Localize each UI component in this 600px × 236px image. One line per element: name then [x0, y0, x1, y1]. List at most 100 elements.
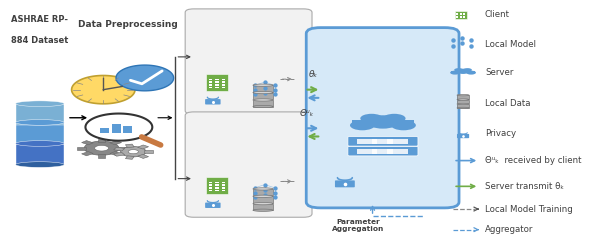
Bar	[215, 184, 218, 186]
Bar	[222, 181, 225, 183]
FancyBboxPatch shape	[185, 112, 312, 217]
Polygon shape	[253, 100, 273, 106]
Bar	[209, 190, 212, 191]
Polygon shape	[457, 95, 469, 99]
Circle shape	[463, 68, 472, 72]
Polygon shape	[253, 196, 273, 203]
Polygon shape	[71, 76, 135, 104]
Bar	[222, 187, 225, 189]
Polygon shape	[253, 93, 273, 99]
Bar	[463, 14, 465, 15]
Bar	[215, 87, 218, 88]
Polygon shape	[110, 152, 122, 156]
Polygon shape	[95, 145, 109, 151]
Circle shape	[450, 71, 460, 75]
Text: Parameter
Aggregation: Parameter Aggregation	[332, 219, 384, 232]
Circle shape	[457, 69, 470, 74]
Polygon shape	[253, 188, 273, 190]
Circle shape	[350, 120, 374, 130]
Polygon shape	[98, 139, 105, 142]
Text: Θᵘₖ  received by client: Θᵘₖ received by client	[485, 156, 581, 165]
Bar	[457, 16, 458, 17]
Polygon shape	[113, 147, 125, 151]
Text: Server: Server	[485, 68, 514, 77]
Bar	[209, 181, 212, 183]
Polygon shape	[16, 101, 64, 106]
Polygon shape	[253, 209, 273, 211]
Bar	[215, 79, 218, 80]
Text: Local Model Training: Local Model Training	[485, 205, 573, 214]
FancyBboxPatch shape	[457, 134, 469, 138]
FancyBboxPatch shape	[306, 28, 459, 208]
Bar	[215, 190, 218, 191]
Polygon shape	[121, 147, 146, 157]
Polygon shape	[85, 141, 119, 155]
Text: θₖ: θₖ	[309, 70, 319, 79]
Bar	[463, 17, 465, 18]
Bar	[460, 14, 461, 15]
Polygon shape	[253, 91, 273, 94]
Circle shape	[391, 120, 416, 130]
Bar	[215, 81, 218, 83]
Bar	[112, 124, 121, 133]
Bar	[209, 79, 212, 80]
Polygon shape	[253, 84, 273, 86]
Polygon shape	[116, 65, 173, 91]
Polygon shape	[125, 144, 134, 148]
Polygon shape	[110, 141, 122, 145]
Bar	[222, 81, 225, 83]
Text: Local Data: Local Data	[485, 99, 530, 108]
Bar	[215, 84, 218, 86]
Bar	[463, 16, 465, 17]
Bar	[209, 187, 212, 189]
Text: Aggregator: Aggregator	[485, 225, 533, 234]
Polygon shape	[82, 152, 93, 156]
Text: ASHRAE RP-: ASHRAE RP-	[11, 15, 68, 24]
Polygon shape	[457, 100, 469, 104]
Polygon shape	[16, 122, 64, 143]
FancyBboxPatch shape	[335, 180, 355, 187]
Bar	[387, 139, 408, 144]
Bar	[457, 14, 458, 15]
Bar	[460, 17, 461, 18]
Bar	[222, 190, 225, 191]
Text: 884 Dataset: 884 Dataset	[11, 36, 68, 45]
Bar	[215, 181, 218, 183]
Bar	[209, 81, 212, 83]
Polygon shape	[16, 120, 64, 125]
Polygon shape	[16, 162, 64, 167]
Bar	[357, 139, 377, 144]
FancyBboxPatch shape	[348, 146, 418, 156]
Bar	[457, 17, 458, 18]
Bar	[124, 126, 132, 133]
Polygon shape	[451, 71, 475, 73]
Polygon shape	[253, 195, 273, 198]
Polygon shape	[16, 143, 64, 164]
Bar	[209, 87, 212, 88]
Polygon shape	[125, 156, 134, 159]
Polygon shape	[253, 99, 273, 101]
Bar	[206, 177, 228, 194]
Polygon shape	[253, 202, 273, 205]
Bar	[455, 11, 467, 19]
Bar	[209, 184, 212, 186]
Circle shape	[466, 71, 476, 75]
Polygon shape	[16, 104, 64, 125]
Polygon shape	[137, 154, 149, 158]
Polygon shape	[16, 141, 64, 146]
Bar	[222, 87, 225, 88]
Text: Server transmit θₖ: Server transmit θₖ	[485, 182, 564, 191]
Polygon shape	[128, 150, 139, 154]
Bar	[372, 139, 392, 144]
Polygon shape	[98, 154, 105, 158]
Bar	[222, 184, 225, 186]
FancyBboxPatch shape	[348, 137, 418, 146]
Circle shape	[383, 114, 406, 123]
Polygon shape	[253, 189, 273, 195]
Polygon shape	[113, 152, 125, 156]
Bar	[100, 128, 109, 133]
Polygon shape	[457, 99, 469, 100]
Polygon shape	[253, 204, 273, 210]
Bar	[357, 149, 377, 154]
Bar	[222, 79, 225, 80]
